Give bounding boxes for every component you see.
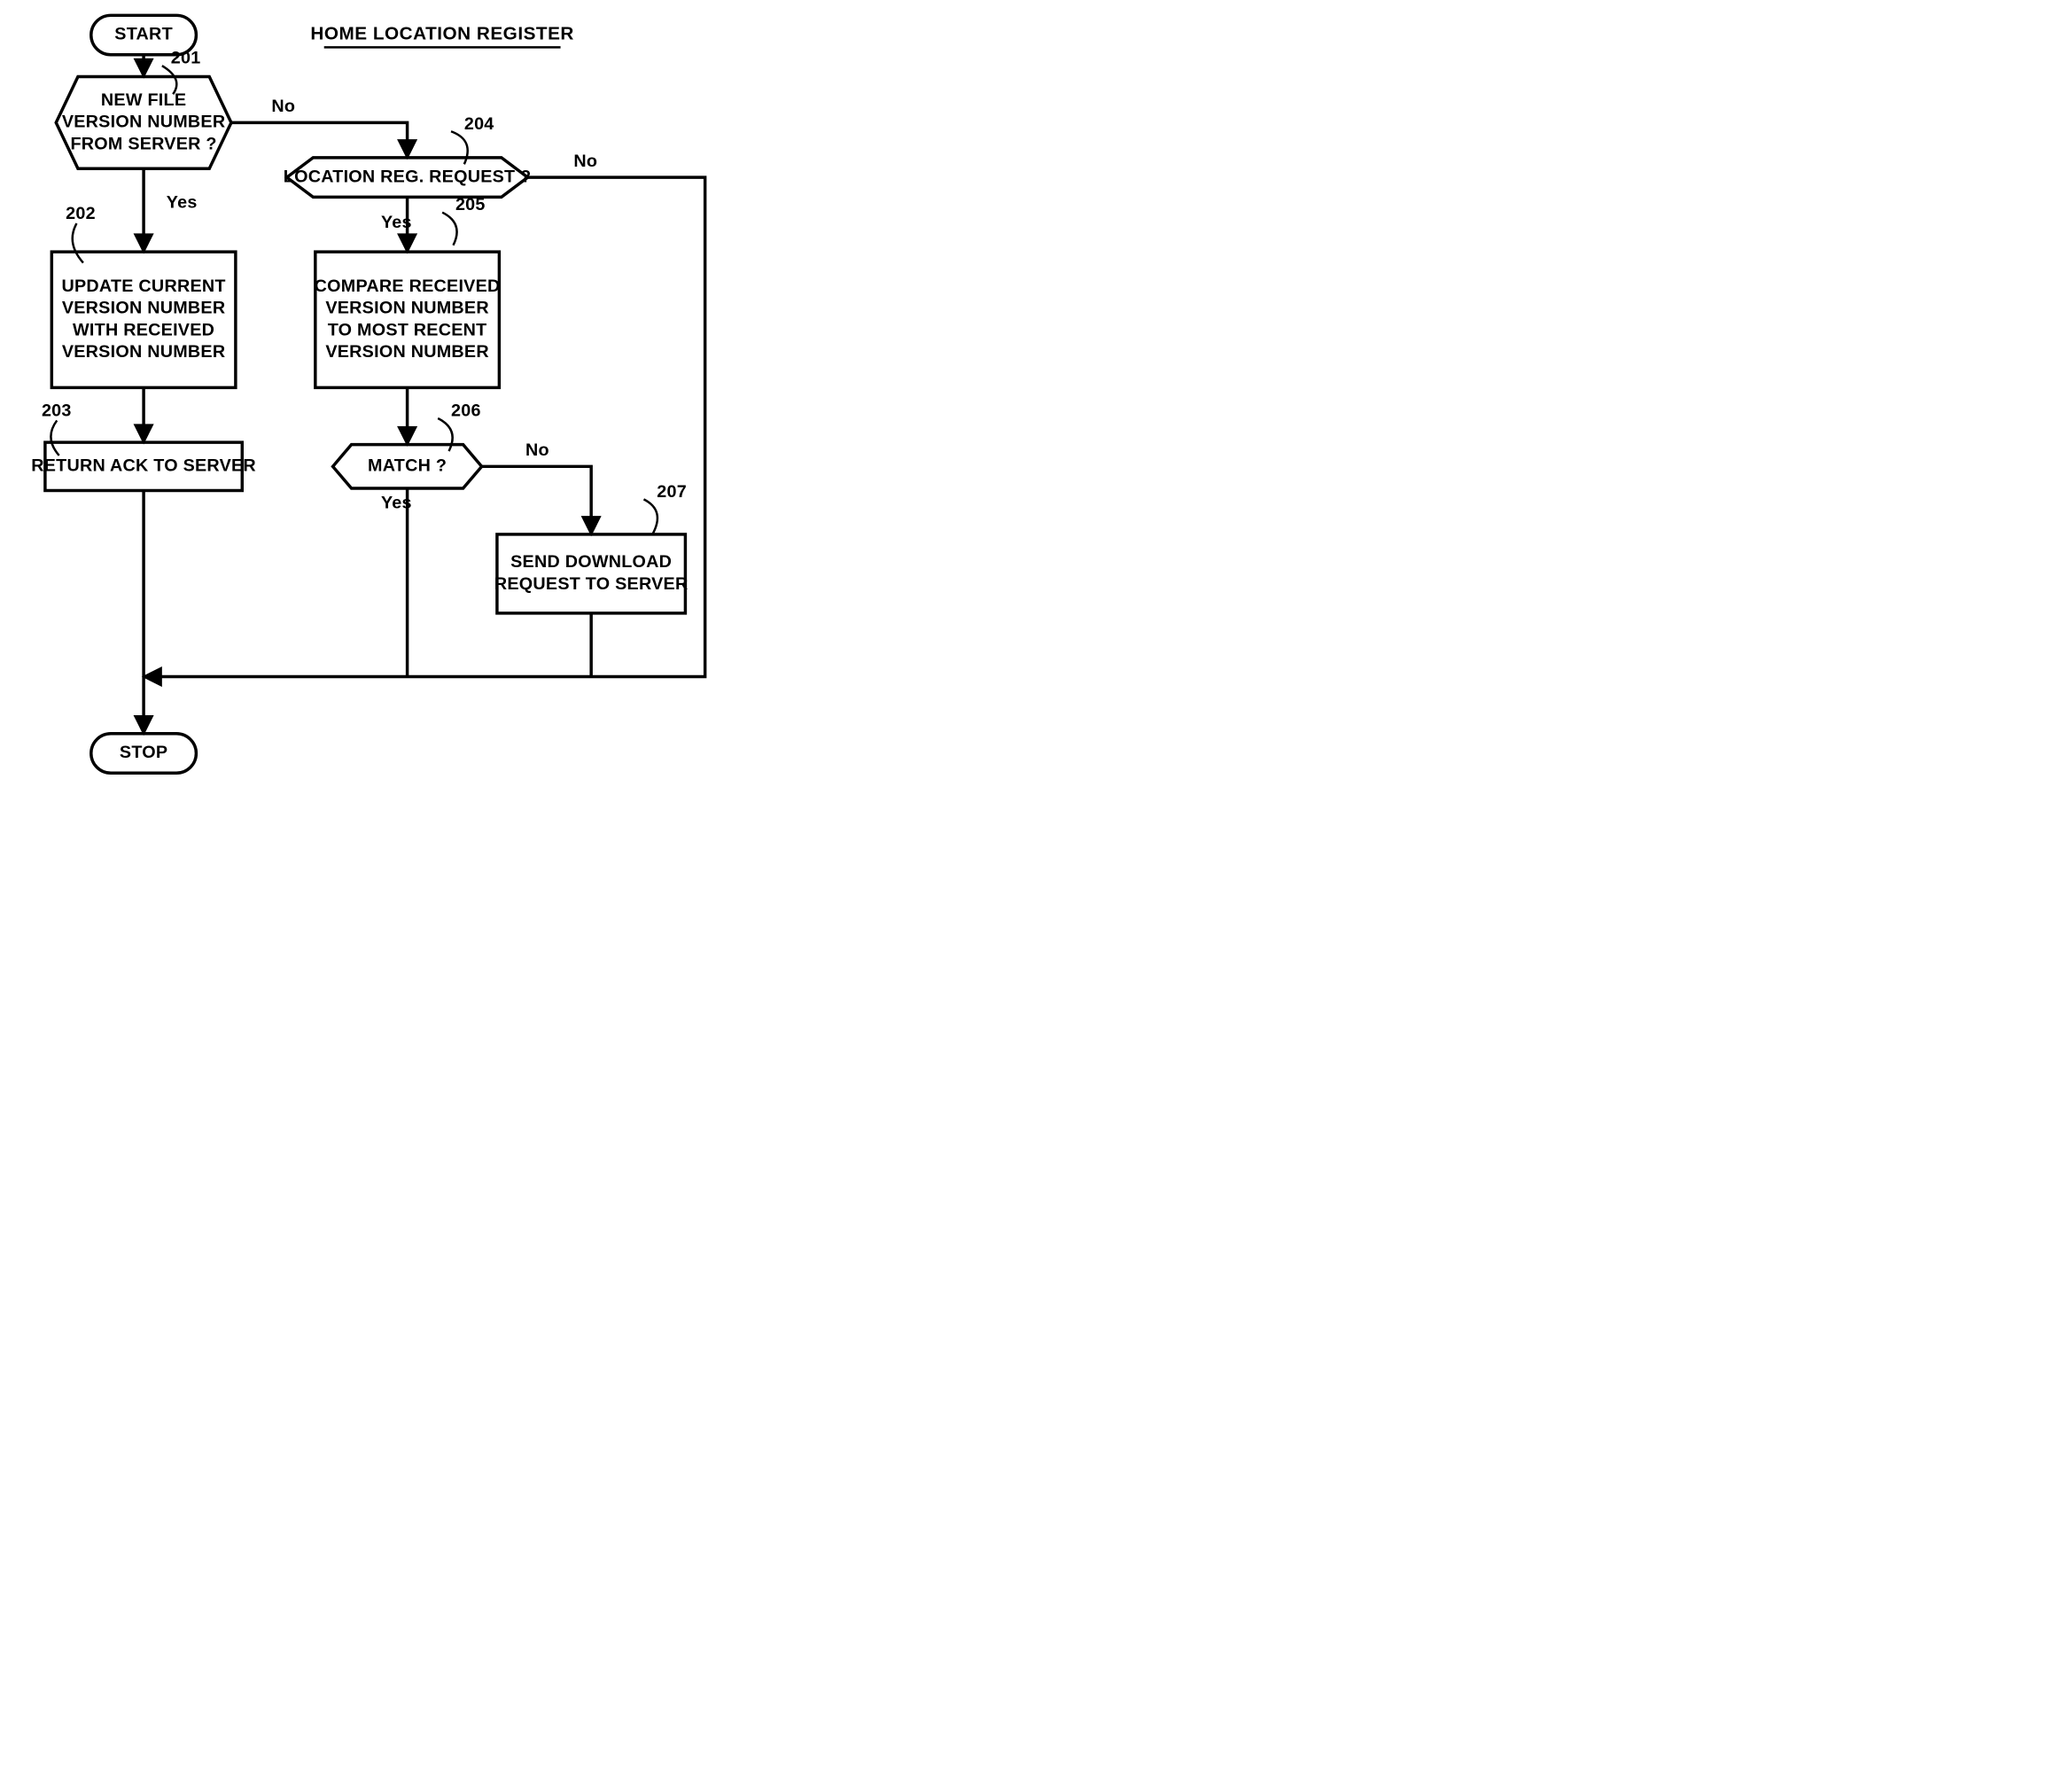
- leader-204: [451, 131, 468, 164]
- p202-text: VERSION NUMBER: [62, 342, 226, 362]
- p207-text: REQUEST TO SERVER: [494, 574, 689, 594]
- edge: [231, 122, 408, 158]
- leader-207: [643, 499, 657, 534]
- ref-label-201: 201: [171, 49, 201, 68]
- p202-text: VERSION NUMBER: [62, 299, 226, 318]
- process-box: [315, 252, 500, 387]
- edge: [482, 466, 592, 534]
- edge-label: No: [271, 97, 295, 116]
- ref-label-202: 202: [66, 204, 96, 223]
- leader-205: [442, 213, 456, 245]
- d201-text: VERSION NUMBER: [62, 113, 226, 132]
- ref-label-207: 207: [657, 482, 687, 502]
- p203-text: RETURN ACK TO SERVER: [31, 456, 256, 476]
- ref-label-203: 203: [42, 401, 72, 420]
- d204-text: LOCATION REG. REQUEST ?: [284, 167, 532, 186]
- p205-text: VERSION NUMBER: [325, 342, 489, 362]
- ref-label-206: 206: [451, 401, 481, 420]
- p205-text: VERSION NUMBER: [325, 299, 489, 318]
- process-box: [497, 534, 686, 613]
- p202-text: UPDATE CURRENT: [61, 277, 225, 296]
- process-box: [51, 252, 236, 387]
- d206-text: MATCH ?: [368, 456, 447, 476]
- leader-203: [51, 420, 58, 456]
- p205-text: TO MOST RECENT: [328, 320, 487, 339]
- edge-label: Yes: [381, 213, 412, 232]
- diagram-title: HOME LOCATION REGISTER: [310, 23, 574, 43]
- ref-label-205: 205: [455, 195, 486, 214]
- ref-label-204: 204: [464, 114, 494, 134]
- edge-label: No: [525, 440, 549, 460]
- edge-label: Yes: [167, 193, 198, 213]
- leader-206: [438, 418, 452, 451]
- edge-label: Yes: [381, 493, 412, 512]
- stop-text: STOP: [120, 743, 167, 762]
- d201-text: FROM SERVER ?: [70, 134, 216, 153]
- leader-202: [73, 223, 83, 262]
- edge-label: No: [573, 152, 597, 171]
- p207-text: SEND DOWNLOAD: [510, 552, 672, 572]
- p205-text: COMPARE RECEIVED: [315, 277, 501, 296]
- start-text: START: [114, 25, 173, 44]
- p202-text: WITH RECEIVED: [73, 320, 214, 339]
